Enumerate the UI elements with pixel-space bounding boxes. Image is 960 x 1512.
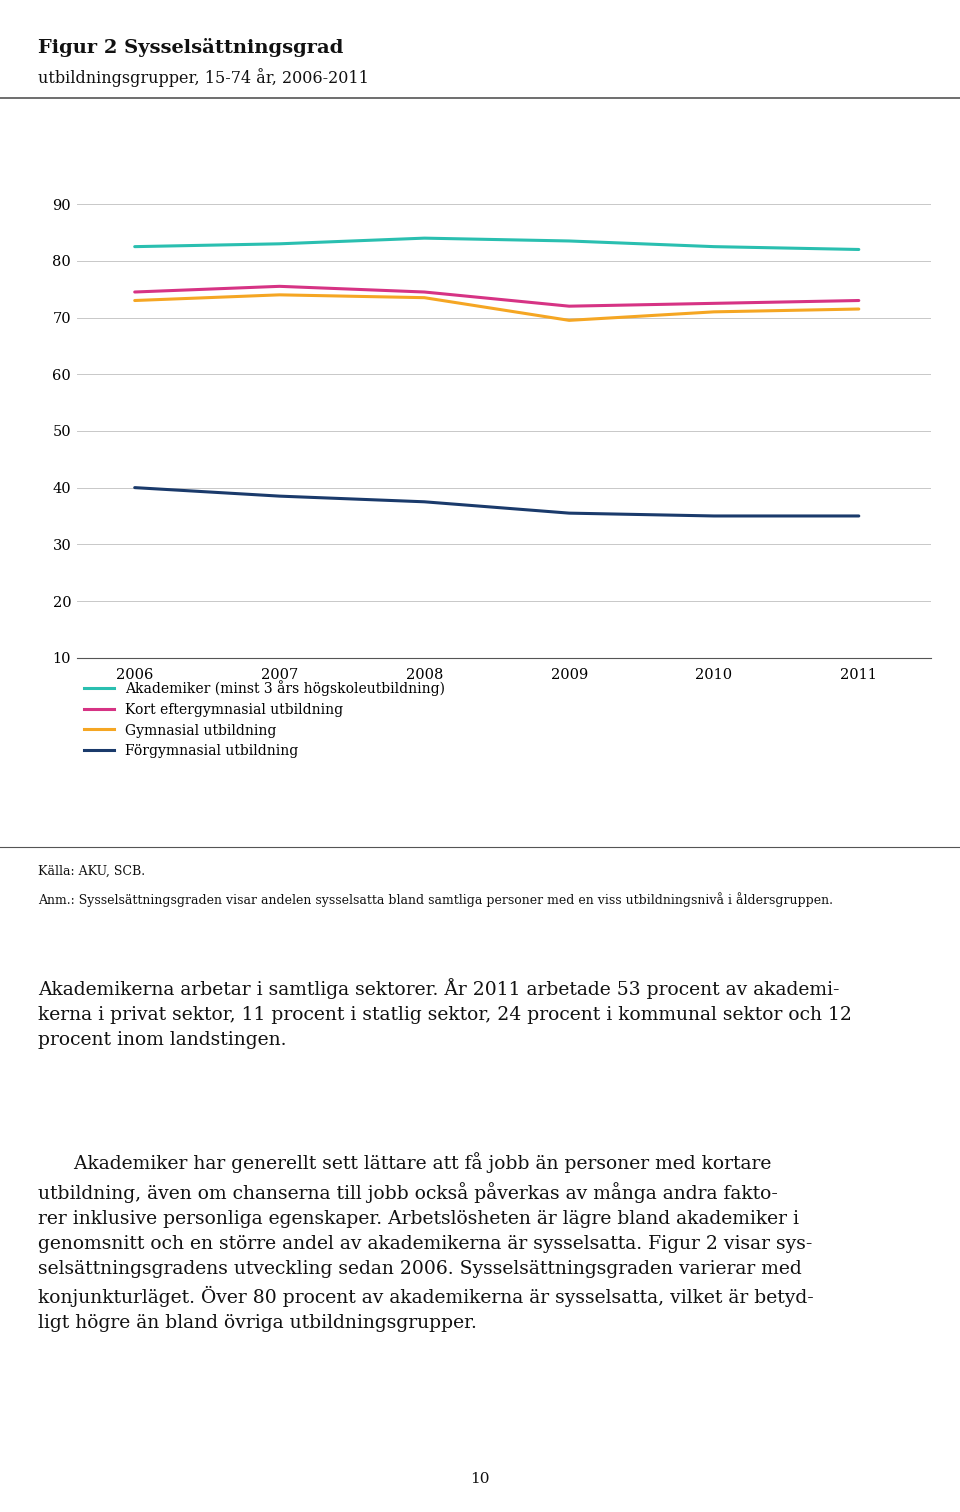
Text: Anm.: Sysselsättningsgraden visar andelen sysselsatta bland samtliga personer me: Anm.: Sysselsättningsgraden visar andele…: [38, 892, 833, 907]
Text: Akademiker har generellt sett lättare att få jobb än personer med kortare
utbild: Akademiker har generellt sett lättare at…: [38, 1152, 814, 1332]
Text: Källa: AKU, SCB.: Källa: AKU, SCB.: [38, 865, 146, 878]
Text: utbildningsgrupper, 15-74 år, 2006-2011: utbildningsgrupper, 15-74 år, 2006-2011: [38, 68, 370, 88]
Text: 10: 10: [470, 1471, 490, 1486]
Legend: Akademiker (minst 3 års högskoleutbildning), Kort eftergymnasial utbildning, Gym: Akademiker (minst 3 års högskoleutbildni…: [84, 680, 445, 759]
Text: Akademikerna arbetar i samtliga sektorer. År 2011 arbetade 53 procent av akademi: Akademikerna arbetar i samtliga sektorer…: [38, 978, 852, 1049]
Text: Figur 2 Sysselsättningsgrad: Figur 2 Sysselsättningsgrad: [38, 38, 344, 57]
